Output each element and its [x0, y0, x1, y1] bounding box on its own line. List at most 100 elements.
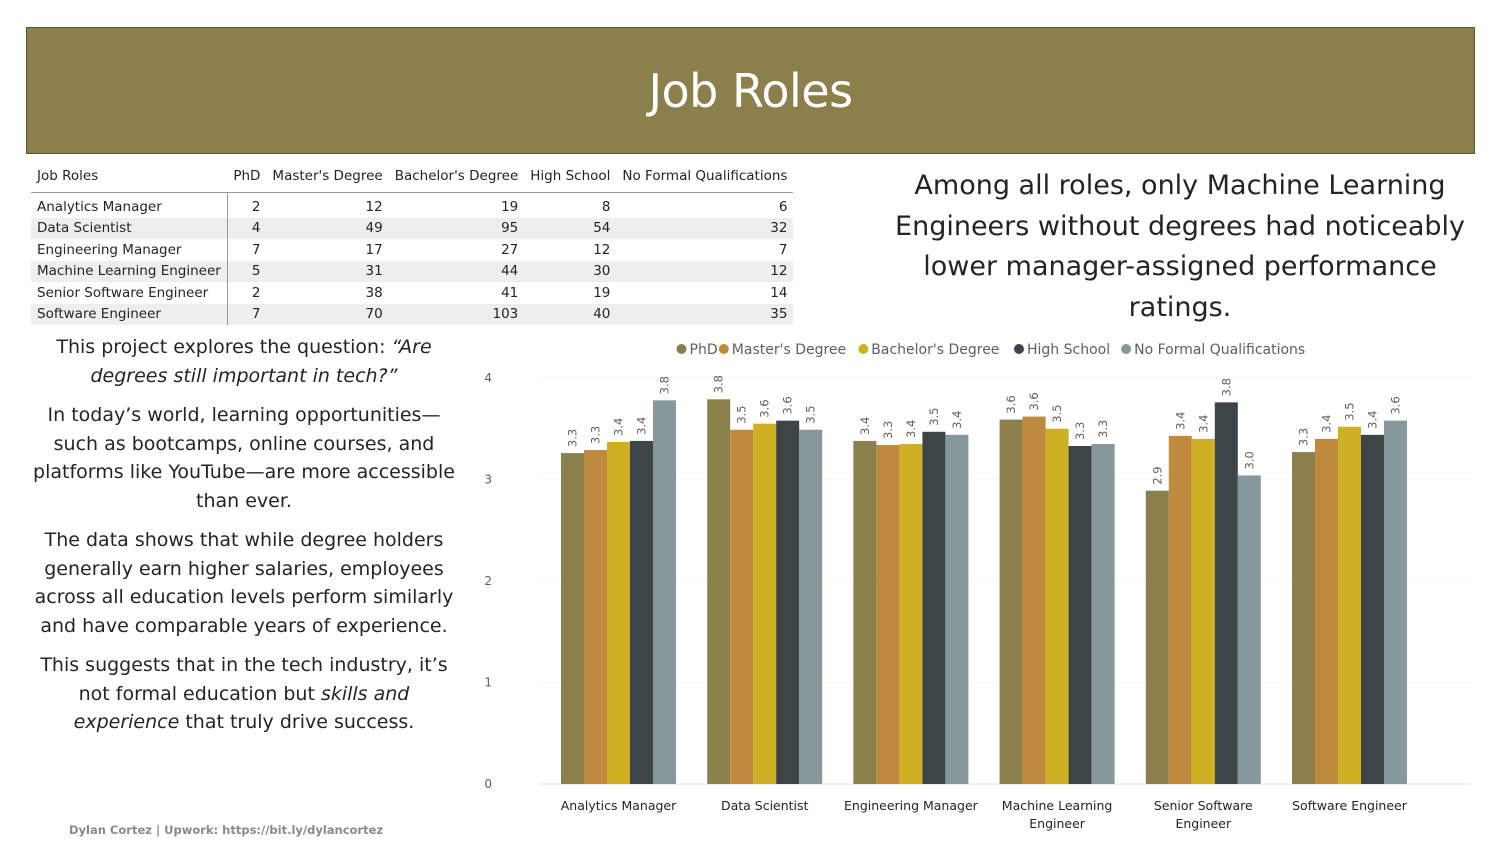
bar[interactable]: [1315, 438, 1338, 784]
table-cell: 12: [616, 260, 794, 282]
data-label: 3.6: [1004, 395, 1018, 413]
table-row: Software Engineer 7 70 103 40 35: [31, 303, 794, 325]
bar[interactable]: [1292, 452, 1315, 784]
education-count-table: Job Roles PhD Master's Degree Bachelor's…: [31, 161, 794, 325]
table-cell: 2: [251, 198, 261, 215]
data-label: 3.5: [804, 405, 818, 423]
data-label: 3.3: [589, 426, 603, 444]
x-category-label: Analytics Manager: [561, 798, 677, 813]
bar[interactable]: [753, 423, 777, 784]
column-header[interactable]: Job Roles: [31, 161, 228, 193]
table-row: Analytics Manager 2 12 19 8 6: [31, 196, 793, 218]
data-label: 3.4: [1196, 415, 1210, 433]
bar[interactable]: [1384, 420, 1407, 784]
table-cell: Analytics Manager: [31, 196, 228, 218]
table-cell: 12: [593, 241, 611, 258]
table-cell: 31: [266, 260, 389, 282]
table-cell: 12: [365, 198, 383, 215]
legend-marker[interactable]: [1014, 344, 1024, 354]
bar[interactable]: [1214, 402, 1238, 784]
bar[interactable]: [707, 399, 731, 784]
y-tick-label: 4: [484, 371, 492, 385]
y-tick-label: 2: [484, 574, 492, 588]
bar[interactable]: [1338, 426, 1361, 784]
table-cell: 7: [227, 303, 267, 325]
data-label: 3.8: [658, 376, 672, 394]
bar[interactable]: [1091, 443, 1115, 784]
legend-marker[interactable]: [718, 344, 729, 354]
bar[interactable]: [584, 450, 607, 784]
data-label: 3.5: [735, 405, 749, 423]
legend-marker[interactable]: [858, 344, 869, 354]
key-insight-headline: Among all roles, only Machine Learning E…: [895, 170, 1465, 323]
table-cell: 6: [778, 198, 788, 215]
table-cell: 5: [227, 260, 267, 282]
column-header[interactable]: High School: [524, 161, 617, 193]
column-header[interactable]: No Formal Qualifications: [616, 161, 794, 193]
table-cell: Engineering Manager: [31, 239, 228, 261]
legend-label[interactable]: High School: [1027, 342, 1110, 358]
bar[interactable]: [730, 429, 754, 784]
x-category-label: Engineer: [1029, 816, 1086, 831]
bar[interactable]: [899, 443, 923, 784]
data-label: 3.3: [881, 421, 895, 439]
data-label: 3.0: [1242, 451, 1256, 469]
bar[interactable]: [1361, 434, 1384, 784]
bar[interactable]: [1022, 416, 1046, 784]
bar[interactable]: [1168, 435, 1192, 784]
legend-label[interactable]: Master's Degree: [732, 342, 846, 358]
bar[interactable]: [1145, 490, 1169, 784]
table-cell: 38: [365, 284, 383, 301]
column-header[interactable]: PhD: [227, 161, 267, 193]
x-category-label: Engineer: [1175, 816, 1232, 831]
data-label: 2.9: [1150, 466, 1164, 484]
bar[interactable]: [653, 400, 676, 784]
table-cell: 49: [266, 217, 389, 239]
legend-label[interactable]: Bachelor's Degree: [871, 342, 999, 358]
bar[interactable]: [1191, 438, 1215, 784]
legend-label[interactable]: PhD: [690, 342, 718, 358]
data-label: 3.3: [1297, 428, 1311, 446]
author-credit: Dylan Cortez | Upwork: https://bit.ly/dy…: [69, 823, 384, 837]
x-category-label: Data Scientist: [721, 798, 809, 813]
bar[interactable]: [945, 434, 969, 784]
table-row: Machine Learning Engineer 5 31 44 30 12: [31, 260, 794, 282]
legend-marker[interactable]: [1121, 344, 1132, 354]
bar[interactable]: [630, 440, 653, 784]
table-cell: 41: [501, 284, 519, 301]
y-tick-label: 1: [484, 676, 492, 690]
bar[interactable]: [776, 420, 800, 784]
narrative-quote: “Are degrees still important in tech?”: [90, 336, 432, 387]
data-label: 3.3: [1096, 420, 1110, 438]
bar[interactable]: [1045, 428, 1069, 784]
bar[interactable]: [876, 444, 900, 784]
narrative-paragraph: This project explores the question: “Are…: [30, 333, 458, 390]
table-cell: 7: [251, 241, 261, 258]
data-label: 3.4: [635, 417, 649, 435]
bar[interactable]: [922, 431, 946, 784]
table-cell: Data Scientist: [31, 217, 228, 239]
bar[interactable]: [999, 419, 1023, 784]
performance-rating-bar-chart: 0 1 2 3 4 3.3 3.3 3.4 3.4 3.8 Analytics Manager 3.8…: [484, 342, 1470, 831]
table-cell: 27: [501, 241, 519, 258]
legend-marker[interactable]: [676, 344, 687, 354]
bar[interactable]: [853, 440, 877, 784]
table-cell: 54: [524, 217, 617, 239]
data-label: 3.4: [1320, 415, 1334, 433]
table-cell: 103: [388, 303, 525, 325]
column-header[interactable]: Bachelor's Degree: [388, 161, 525, 193]
data-label: 3.5: [927, 407, 941, 425]
bar[interactable]: [561, 453, 584, 784]
narrative-paragraph: This suggests that in the tech industry,…: [30, 651, 458, 737]
bar[interactable]: [799, 429, 823, 784]
bar[interactable]: [1068, 446, 1092, 784]
legend-label[interactable]: No Formal Qualifications: [1134, 342, 1305, 358]
table-cell: 95: [388, 217, 525, 239]
data-label: 3.8: [712, 375, 726, 393]
bar[interactable]: [607, 441, 630, 784]
bar[interactable]: [1237, 475, 1261, 784]
table-cell: 35: [616, 303, 794, 325]
narrative-span: that truly drive success.: [179, 711, 415, 733]
table-cell: Machine Learning Engineer: [31, 260, 228, 282]
column-header[interactable]: Master's Degree: [266, 161, 389, 193]
